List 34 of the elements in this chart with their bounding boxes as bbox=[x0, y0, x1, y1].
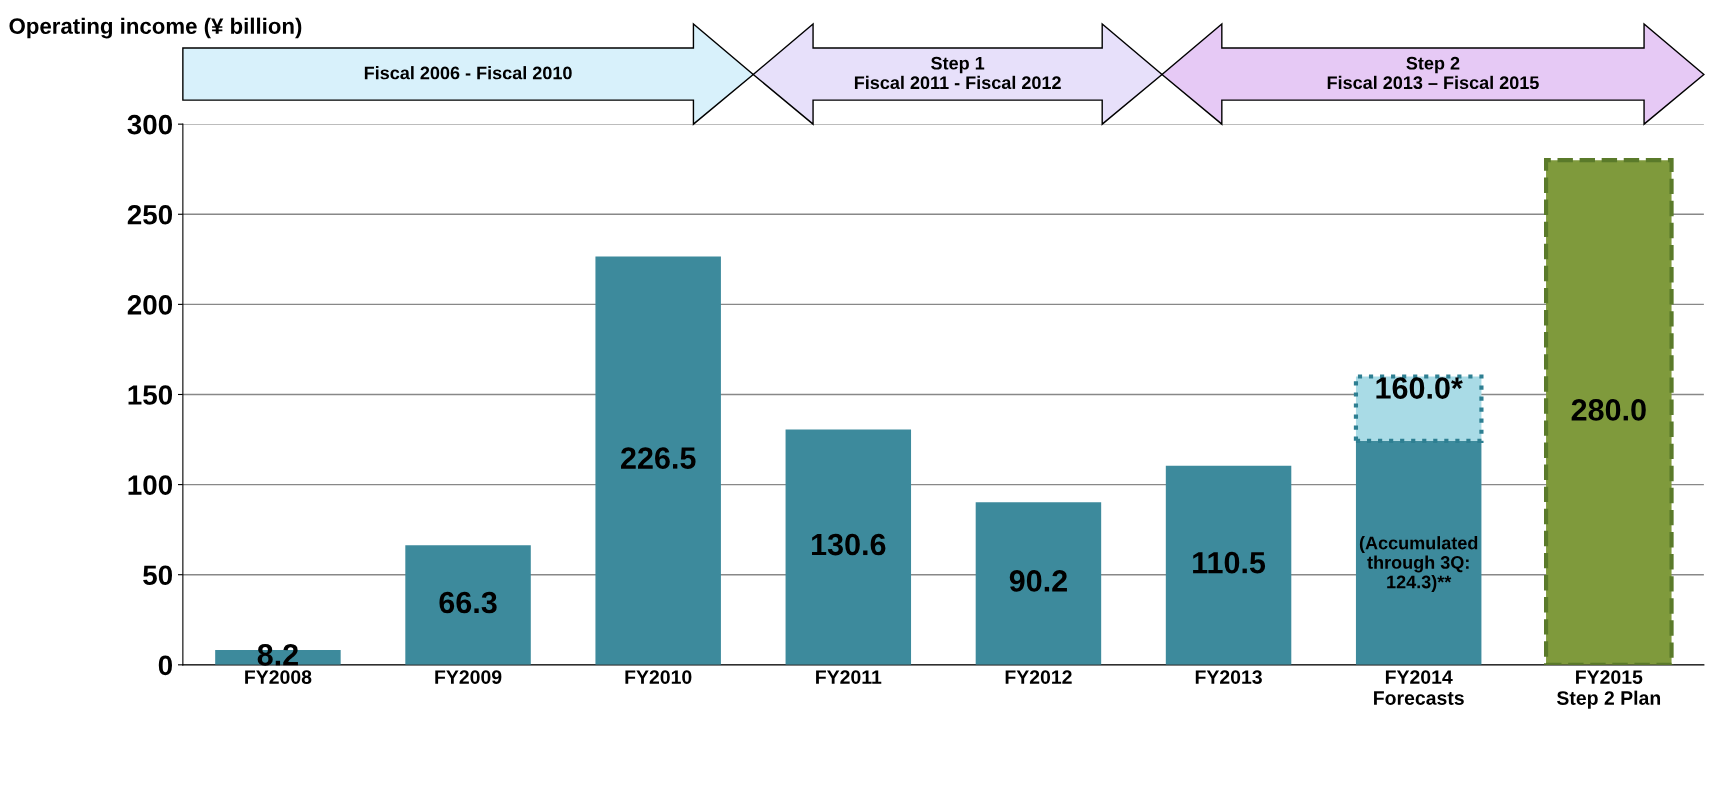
bar bbox=[975, 502, 1102, 665]
bar bbox=[1355, 440, 1482, 665]
x-tick-label: FY2015 Step 2 Plan bbox=[1556, 670, 1661, 709]
text: Step 2 Fiscal 2013 – Fiscal 2015 bbox=[1327, 56, 1539, 90]
x-tick-label: FY2010 bbox=[625, 670, 692, 684]
data-label: 280.0 bbox=[1571, 399, 1646, 421]
total-label: 160.0* bbox=[1376, 377, 1463, 399]
bar bbox=[785, 429, 912, 665]
text: Step 1 Fiscal 2011 - Fiscal 2012 bbox=[854, 56, 1061, 90]
y-tick-label: 200 bbox=[127, 295, 173, 315]
chart-title: Operating income (¥ billion) bbox=[9, 17, 302, 39]
x-tick-label: FY2009 bbox=[435, 670, 502, 684]
data-label: 226.5 bbox=[621, 447, 696, 469]
text: Fiscal 2006 - Fiscal 2010 bbox=[364, 66, 572, 80]
bar bbox=[595, 256, 721, 665]
y-tick-label: 150 bbox=[128, 385, 173, 405]
x-tick-label: FY2012 bbox=[1005, 670, 1072, 684]
x-tick-label: FY2011 bbox=[816, 670, 882, 684]
x-tick-label: FY2013 bbox=[1195, 670, 1262, 684]
y-tick-label: 50 bbox=[143, 565, 173, 586]
x-tick-label: FY2008 bbox=[245, 670, 312, 684]
data-label: 110.5 bbox=[1193, 551, 1266, 574]
bar bbox=[1165, 465, 1292, 665]
y-tick-label: 100 bbox=[128, 475, 173, 495]
y-tick-label: 300 bbox=[127, 114, 173, 135]
bar bbox=[405, 545, 531, 665]
y-tick-label: 0 bbox=[158, 655, 172, 676]
data-label: 66.3 bbox=[439, 591, 497, 614]
data-label: 8.2 bbox=[257, 644, 298, 666]
data-label: 130.6 bbox=[812, 533, 886, 556]
y-tick-label: 250 bbox=[127, 204, 173, 225]
data-label: 90.2 bbox=[1009, 570, 1067, 592]
data-label: (Accumulated through 3Q: 124.3)** bbox=[1359, 536, 1478, 592]
x-tick-label: FY2014 Forecasts bbox=[1374, 670, 1464, 705]
